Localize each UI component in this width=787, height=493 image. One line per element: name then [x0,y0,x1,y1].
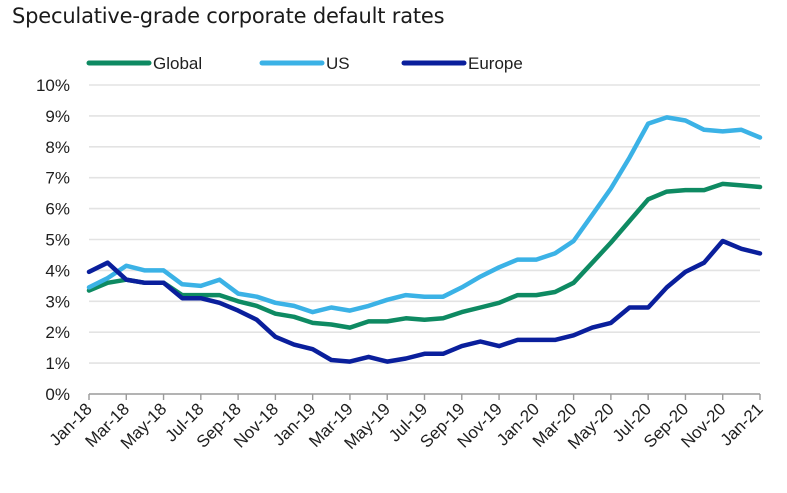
legend-label-europe: Europe [468,54,523,73]
y-tick-label: 5% [45,231,70,250]
legend-label-us: US [326,54,350,73]
chart-title: Speculative-grade corporate default rate… [12,4,445,28]
y-tick-label: 7% [45,169,70,188]
y-tick-label: 9% [45,107,70,126]
y-tick-label: 10% [36,76,70,95]
series-line-us [86,115,763,315]
y-tick-label: 6% [45,200,70,219]
series-line-global [86,181,763,330]
gridlines [89,84,760,364]
y-tick-label: 1% [45,354,70,373]
x-axis: Jan-18Mar-18May-18Jul-18Sep-18Nov-18Jan-… [46,393,767,453]
y-tick-label: 8% [45,138,70,157]
y-tick-label: 4% [45,261,70,280]
legend: Global US Europe [86,54,523,73]
y-tick-label: 0% [45,385,70,404]
y-axis: 0% 1% 2% 3% 4% 5% 6% 7% 8% 9% 10% [36,76,70,404]
x-tick-label: Jan-21 [717,399,767,449]
y-tick-label: 2% [45,323,70,342]
y-tick-label: 3% [45,292,70,311]
legend-label-global: Global [153,54,202,73]
series-lines [86,115,763,364]
series-line-europe [86,238,763,364]
